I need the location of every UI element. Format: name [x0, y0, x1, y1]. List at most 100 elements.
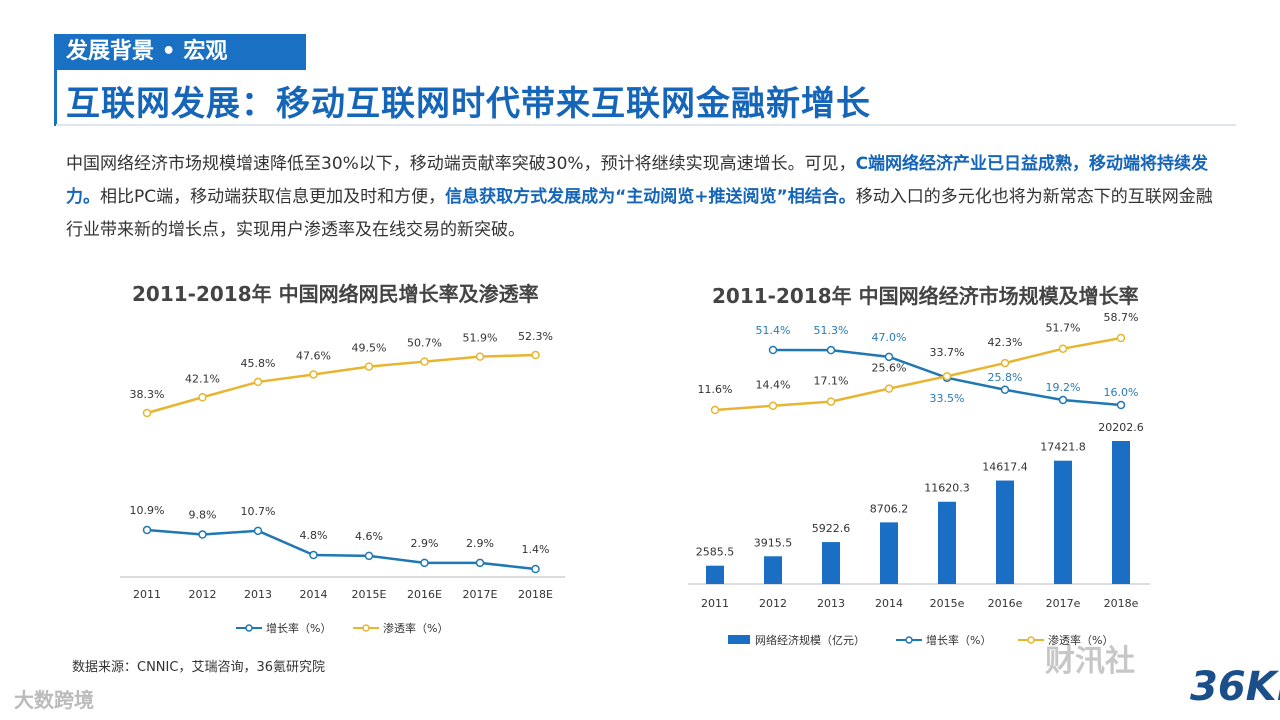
right-penetration-point [768, 401, 778, 410]
right-x-tick-label: 2011 [701, 597, 729, 610]
left-growth-point [364, 551, 374, 561]
left-penetration-point [253, 377, 263, 387]
left-growth-point [198, 530, 207, 539]
right-legend-bar-swatch [728, 635, 750, 644]
right-penetration-point [1058, 344, 1068, 353]
left-penetration-point [142, 408, 152, 418]
left-penetration-label: 38.3% [130, 388, 165, 401]
right-growth-point [1058, 395, 1068, 405]
right-growth-label: 16.0% [1104, 386, 1139, 399]
left-penetration-label: 45.8% [241, 357, 276, 370]
right-penetration-label: 58.7% [1104, 311, 1139, 324]
watermark-right: 财汛社 [1045, 644, 1135, 679]
left-penetration-point [198, 393, 207, 402]
left-growth-point [253, 526, 263, 536]
left-growth-label: 4.6% [355, 530, 383, 543]
summary-paragraph: 中国网络经济市场规模增速降低至30%以下，移动端贡献率突破30%，预计将继续实现… [66, 148, 1216, 247]
left-x-tick-label: 2016E [407, 588, 442, 601]
logo-36kr: 36Kr [1190, 664, 1280, 710]
right-growth-label: 51.4% [756, 324, 791, 337]
para-highlight-1: C端网络经济产业已日益成熟，移动端将持续发力。 [66, 154, 1209, 207]
left-x-tick-label: 2014 [300, 588, 328, 601]
right-bar-label: 5922.6 [812, 522, 851, 535]
left-growth-label: 2.9% [466, 537, 494, 550]
para-highlight-2: 信息获取方式发展成为“主动阅览+推送阅览”相结合。 [445, 187, 856, 207]
chart-right-title: 2011-2018年 中国网络经济市场规模及增长率 [712, 284, 1139, 308]
page-title: 互联网发展：移动互联网时代带来互联网金融新增长 [66, 84, 871, 124]
right-growth-point [826, 345, 836, 355]
left-growth-point [531, 564, 540, 574]
right-bar [764, 556, 782, 584]
left-growth-label: 10.9% [130, 504, 165, 517]
left-penetration-point [531, 350, 540, 360]
right-penetration-point [942, 371, 952, 381]
left-penetration-label: 42.1% [185, 372, 220, 385]
right-x-tick-label: 2017e [1046, 597, 1081, 610]
watermark-left: 大数跨境 [14, 688, 94, 712]
right-bar [706, 565, 724, 584]
para-text-2: 相比PC端，移动端获取信息更加及时和方便， [100, 187, 446, 207]
right-penetration-label: 25.6% [872, 362, 907, 375]
right-growth-label: 25.8% [988, 371, 1023, 384]
right-bar-label: 3915.5 [754, 536, 793, 549]
right-bar-label: 14617.4 [982, 461, 1028, 474]
left-legend-penetration-marker [362, 624, 370, 632]
right-x-tick-label: 2014 [875, 597, 903, 610]
right-bar [1054, 460, 1072, 584]
left-x-tick-label: 2015E [352, 588, 387, 601]
right-growth-point [884, 352, 894, 362]
left-growth-point [420, 558, 429, 568]
left-penetration-line [146, 353, 536, 415]
right-penetration-line [714, 336, 1122, 412]
right-bar [1112, 441, 1130, 584]
left-penetration-label: 51.9% [463, 332, 498, 345]
right-bar [822, 542, 840, 584]
left-x-tick-label: 2013 [244, 588, 272, 601]
right-x-tick-label: 2013 [817, 597, 845, 610]
title-divider [56, 124, 1236, 126]
right-growth-label: 19.2% [1046, 381, 1081, 394]
right-penetration-label: 33.7% [930, 346, 965, 359]
left-x-tick-label: 2018E [518, 588, 553, 601]
left-x-tick-label: 2012 [189, 588, 217, 601]
right-bar [880, 522, 898, 584]
right-growth-label: 33.5% [930, 392, 965, 405]
data-source: 数据来源：CNNIC，艾瑞咨询，36氪研究院 [72, 660, 325, 675]
left-growth-label: 2.9% [411, 537, 439, 550]
left-growth-label: 4.8% [300, 529, 328, 542]
right-legend-growth-marker [905, 636, 913, 644]
right-x-tick-label: 2012 [759, 597, 787, 610]
left-penetration-point [309, 370, 318, 379]
right-penetration-label: 42.3% [988, 336, 1023, 349]
accent-bar [54, 34, 57, 126]
right-growth-label: 47.0% [872, 331, 907, 344]
right-penetration-point [1116, 333, 1126, 343]
left-legend-growth-marker [245, 624, 253, 632]
left-penetration-point [364, 362, 374, 371]
right-bar-label: 11620.3 [924, 482, 970, 495]
para-text-1: 中国网络经济市场规模增速降低至30%以下，移动端贡献率突破30%，预计将继续实现… [66, 154, 856, 174]
left-growth-line [146, 528, 536, 571]
chart-left-title: 2011-2018年 中国网络网民增长率及渗透率 [132, 282, 539, 306]
left-growth-point [142, 525, 152, 535]
right-growth-label: 51.3% [814, 324, 849, 337]
right-x-tick-label: 2018e [1104, 597, 1139, 610]
right-bar-label: 8706.2 [870, 502, 909, 515]
right-bar-label: 20202.6 [1098, 421, 1144, 434]
left-penetration-label: 49.5% [352, 342, 387, 355]
right-penetration-point [884, 384, 894, 393]
right-penetration-label: 14.4% [756, 379, 791, 392]
right-bar [996, 480, 1014, 584]
right-penetration-point [1000, 358, 1010, 368]
left-penetration-label: 52.3% [518, 330, 553, 343]
left-penetration-label: 47.6% [296, 349, 331, 362]
right-legend-growth-label: 增长率（%） [926, 633, 991, 647]
left-penetration-point [420, 357, 429, 366]
right-growth-point [1116, 400, 1126, 410]
right-x-tick-label: 2016e [988, 597, 1023, 610]
right-penetration-label: 17.1% [814, 375, 849, 388]
left-penetration-label: 50.7% [407, 337, 442, 350]
right-growth-point [1000, 385, 1010, 395]
left-growth-label: 1.4% [522, 543, 550, 556]
